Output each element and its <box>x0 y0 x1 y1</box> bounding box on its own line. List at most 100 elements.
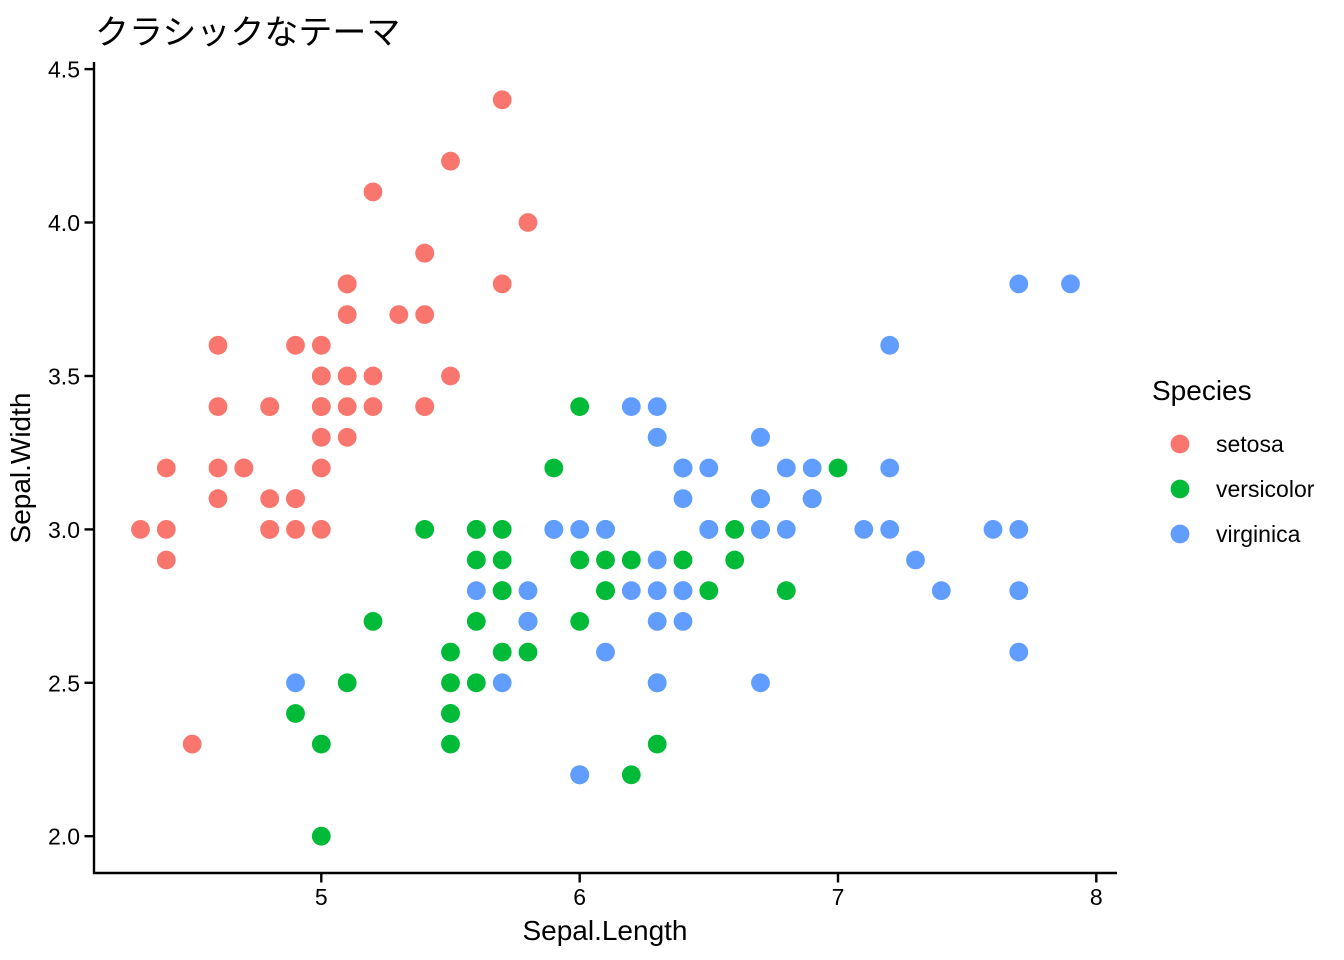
legend-key-dot-icon <box>1170 479 1190 499</box>
data-point-virginica <box>751 520 770 539</box>
data-point-setosa <box>492 90 512 110</box>
data-point-versicolor <box>673 550 693 570</box>
data-point-virginica <box>751 489 770 509</box>
data-point-setosa <box>131 520 150 539</box>
data-point-setosa <box>363 182 383 202</box>
axis-lines <box>92 62 1117 875</box>
data-point-virginica <box>673 581 693 601</box>
legend-items: setosa versicolor virginica <box>1152 433 1314 547</box>
data-point-versicolor <box>699 581 719 601</box>
data-point-versicolor <box>415 520 435 539</box>
x-tick-label: 8 <box>1090 884 1103 910</box>
data-point-versicolor <box>466 550 486 570</box>
data-point-virginica <box>1009 274 1029 294</box>
data-point-setosa <box>492 274 512 294</box>
data-point-setosa <box>286 335 305 355</box>
data-point-setosa <box>337 274 357 294</box>
data-point-virginica <box>699 458 719 478</box>
data-point-versicolor <box>725 520 745 539</box>
data-point-setosa <box>363 397 383 416</box>
data-point-virginica <box>931 581 951 601</box>
legend: Species setosa versicolor virginica <box>1152 374 1314 547</box>
data-point-virginica <box>596 520 615 539</box>
data-point-virginica <box>1009 642 1029 662</box>
data-point-setosa <box>441 151 460 171</box>
x-tick-label: 7 <box>832 884 845 910</box>
data-point-setosa <box>415 243 435 263</box>
data-point-versicolor <box>570 550 590 570</box>
data-point-setosa <box>311 397 331 416</box>
data-point-versicolor <box>311 734 331 754</box>
data-point-versicolor <box>492 642 512 662</box>
legend-item-versicolor: versicolor <box>1152 478 1314 501</box>
data-point-virginica <box>1009 520 1029 539</box>
y-tick-label: 4.5 <box>48 57 80 83</box>
data-point-versicolor <box>596 550 615 570</box>
legend-key-dot-icon <box>1170 524 1190 544</box>
data-point-setosa <box>337 305 357 324</box>
data-point-setosa <box>208 335 228 355</box>
legend-title: Species <box>1152 375 1252 406</box>
data-point-setosa <box>156 458 176 478</box>
data-point-virginica <box>673 612 693 631</box>
legend-key-dot-icon <box>1170 434 1190 454</box>
legend-key-circle <box>1170 524 1190 544</box>
tick-layer: 5 6 7 8 2.0 2.5 3.0 3.5 4.0 4.5 <box>48 57 1103 910</box>
data-point-versicolor <box>492 520 512 539</box>
data-point-setosa <box>208 458 228 478</box>
x-tick-label: 5 <box>315 884 328 910</box>
y-tick-label: 2.5 <box>48 670 80 696</box>
data-point-virginica <box>906 550 925 570</box>
data-point-setosa <box>156 550 176 570</box>
data-point-versicolor <box>466 612 486 631</box>
data-point-virginica <box>647 581 667 601</box>
data-point-setosa <box>260 489 280 509</box>
data-point-setosa <box>389 305 409 324</box>
data-point-setosa <box>286 489 305 509</box>
data-point-virginica <box>699 520 719 539</box>
data-point-versicolor <box>518 642 538 662</box>
legend-key-circle <box>1170 434 1190 454</box>
data-point-setosa <box>363 366 383 386</box>
data-point-versicolor <box>363 612 383 631</box>
data-point-virginica <box>673 489 693 509</box>
data-point-virginica <box>286 673 305 693</box>
data-point-setosa <box>156 520 176 539</box>
data-point-setosa <box>518 213 538 232</box>
data-point-versicolor <box>776 581 796 601</box>
data-point-setosa <box>311 520 331 539</box>
data-point-setosa <box>311 458 331 478</box>
data-point-virginica <box>751 673 770 693</box>
data-point-setosa <box>337 366 357 386</box>
data-point-virginica <box>880 520 900 539</box>
data-point-virginica <box>596 642 615 662</box>
data-point-setosa <box>415 305 435 324</box>
axes-layer <box>92 62 1117 875</box>
data-point-virginica <box>492 673 512 693</box>
legend-label: virginica <box>1216 521 1301 547</box>
data-point-setosa <box>337 397 357 416</box>
data-point-virginica <box>983 520 1003 539</box>
data-point-versicolor <box>544 458 564 478</box>
data-point-setosa <box>260 397 280 416</box>
data-point-setosa <box>337 427 357 447</box>
data-point-setosa <box>234 458 254 478</box>
data-point-versicolor <box>466 520 486 539</box>
data-point-virginica <box>1061 274 1080 294</box>
data-point-virginica <box>880 458 900 478</box>
data-point-virginica <box>880 335 900 355</box>
data-point-setosa <box>311 366 331 386</box>
data-point-virginica <box>466 581 486 601</box>
data-point-virginica <box>647 673 667 693</box>
data-point-virginica <box>1009 581 1029 601</box>
data-point-versicolor <box>466 673 486 693</box>
data-point-versicolor <box>441 704 460 723</box>
data-point-versicolor <box>570 612 590 631</box>
data-point-setosa <box>441 366 460 386</box>
data-point-virginica <box>802 458 822 478</box>
data-point-setosa <box>208 489 228 509</box>
data-point-versicolor <box>337 673 357 693</box>
data-point-versicolor <box>492 581 512 601</box>
